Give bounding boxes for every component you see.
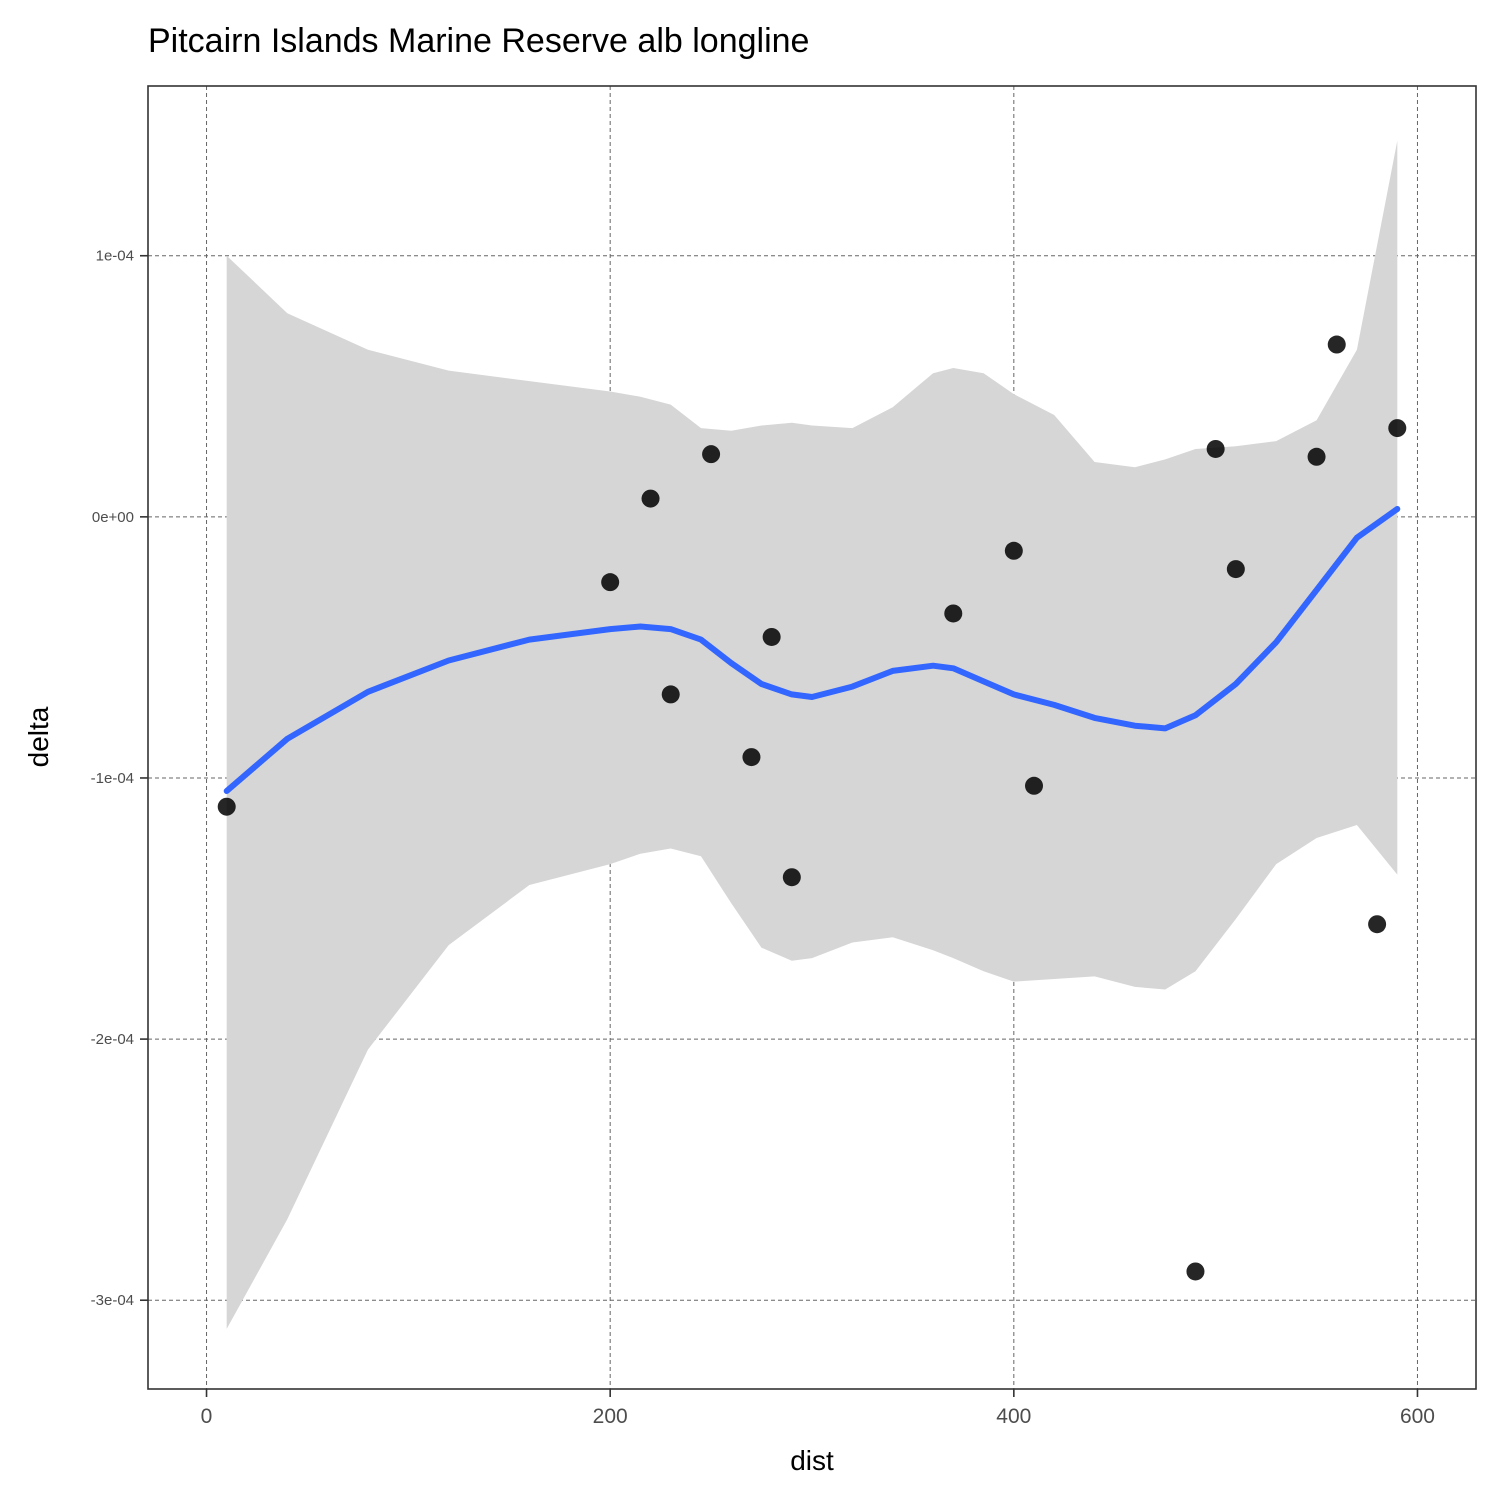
data-point [217, 797, 236, 816]
y-tick-label: 0e+00 [92, 509, 134, 526]
data-point [1025, 776, 1044, 795]
y-tick-label: -3e-04 [91, 1292, 134, 1309]
data-point [742, 748, 761, 767]
data-point [1186, 1262, 1205, 1281]
plot-border [147, 85, 1477, 1390]
y-tick-label: -1e-04 [91, 770, 134, 787]
x-tick-label: 400 [996, 1405, 1031, 1428]
data-point [1206, 439, 1225, 458]
data-point [1388, 419, 1407, 438]
data-point [1226, 560, 1245, 579]
x-axis-title: dist [790, 1445, 834, 1476]
data-point [762, 627, 781, 646]
y-axis-ticks: 1e-04 0e+00 -1e-04 -2e-04 -3e-04 [91, 248, 148, 1309]
y-tick-label: -2e-04 [91, 1031, 134, 1048]
data-point [601, 573, 620, 592]
data-point [944, 604, 963, 623]
data-point [1327, 335, 1346, 354]
x-tick-label: 0 [201, 1405, 213, 1428]
confidence-ribbon [226, 140, 1398, 1329]
data-point [1307, 447, 1326, 466]
data-point [782, 868, 801, 887]
y-tick-label: 1e-04 [96, 248, 134, 265]
data-point [661, 685, 680, 704]
x-axis-ticks: 0 200 400 600 [201, 1389, 1435, 1428]
y-axis-title: delta [23, 706, 54, 767]
data-point [1368, 915, 1387, 934]
data-point [641, 489, 660, 508]
x-tick-label: 600 [1400, 1405, 1435, 1428]
data-points [217, 335, 1407, 1281]
chart-title: Pitcairn Islands Marine Reserve alb long… [148, 22, 809, 60]
data-point [702, 445, 721, 464]
data-point [1004, 541, 1023, 560]
smooth-line [223, 506, 1401, 794]
x-tick-label: 200 [593, 1405, 628, 1428]
